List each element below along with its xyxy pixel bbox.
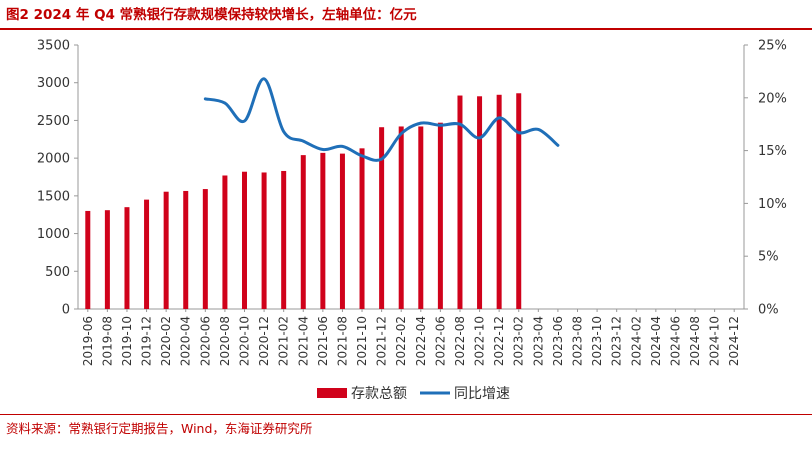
bar (242, 171, 247, 309)
bar (222, 175, 228, 309)
left-y-tick-label: 0 (62, 303, 70, 318)
bar (320, 152, 326, 309)
x-tick-label: 2021-12 (375, 316, 389, 366)
x-tick-label: 2019-10 (120, 316, 134, 366)
left-y-tick-label: 1000 (37, 227, 70, 242)
chart-area: 0 500 1000 1500 2000 2500 3000 3500 0% 5% 10% 15% 20… (37, 39, 787, 403)
bar (144, 199, 150, 309)
left-y-tick-label: 3000 (37, 76, 70, 91)
x-tick-label: 2023-02 (512, 316, 526, 366)
bar (183, 190, 189, 309)
x-tick-label: 2023-06 (551, 316, 565, 366)
x-tick-label: 2022-02 (394, 316, 408, 366)
x-tick-label: 2020-10 (238, 316, 252, 366)
x-tick-label: 2020-04 (179, 316, 193, 366)
x-tick-label: 2024-10 (708, 316, 722, 366)
x-tick-label: 2020-12 (257, 316, 271, 366)
bar (163, 191, 169, 309)
source-note: 资料来源：常熟银行定期报告，Wind，东海证券研究所 (6, 421, 313, 436)
x-tick-label: 2023-12 (610, 316, 624, 366)
x-tick-label: 2020-06 (198, 316, 212, 366)
x-tick-label: 2022-04 (414, 316, 428, 366)
legend-bar-swatch (317, 388, 347, 398)
chart-title: 图2 2024 年 Q4 常熟银行存款规模保持较快增长，左轴单位：亿元 (6, 7, 417, 23)
x-tick-label: 2024-02 (629, 316, 643, 366)
left-y-tick-label: 500 (45, 265, 70, 280)
left-y-tick-label: 1500 (37, 189, 70, 204)
x-tick-label: 2021-02 (277, 316, 291, 366)
legend: 存款总额 同比增速 (317, 386, 510, 402)
growth-line (203, 77, 560, 162)
bar (104, 210, 110, 309)
source-divider (0, 414, 812, 415)
x-tick-labels: 2019-06 2019-08 2019-10 2019-12 2020-02 2020-… (81, 309, 741, 366)
bar (477, 96, 483, 309)
bar (437, 122, 443, 309)
x-tick-label: 2024-06 (668, 316, 682, 366)
legend-line-label: 同比增速 (454, 386, 510, 402)
x-tick-label: 2019-08 (100, 316, 114, 366)
line-series (203, 77, 560, 162)
x-tick-label: 2021-08 (335, 316, 349, 366)
bar (516, 93, 522, 309)
bar (496, 94, 502, 309)
right-y-tick-label: 0% (758, 303, 779, 318)
x-tick-label: 2023-08 (571, 316, 585, 366)
bar-series (85, 93, 522, 310)
x-tick-label: 2023-10 (590, 316, 604, 366)
x-tick-label: 2022-10 (473, 316, 487, 366)
x-tick-label: 2020-02 (159, 316, 173, 366)
left-y-tick-label: 3500 (37, 39, 70, 54)
x-tick-label: 2020-08 (218, 316, 232, 366)
x-tick-label: 2019-12 (140, 316, 154, 366)
bar (359, 148, 365, 309)
x-tick-label: 2024-04 (649, 316, 663, 366)
bar (281, 170, 287, 309)
right-y-tick-label: 25% (758, 39, 787, 54)
x-tick-label: 2021-04 (296, 316, 310, 366)
axes: 0 500 1000 1500 2000 2500 3000 3500 0% 5% 10% 15% 20… (37, 39, 787, 318)
x-tick-label: 2021-06 (316, 316, 330, 366)
bar (457, 95, 463, 309)
legend-bar-label: 存款总额 (351, 386, 407, 402)
x-tick-label: 2022-12 (492, 316, 506, 366)
left-y-tick-label: 2000 (37, 152, 70, 167)
right-y-tick-label: 5% (758, 250, 779, 265)
bar (379, 127, 385, 310)
right-y-tick-label: 20% (758, 91, 787, 106)
right-y-tick-label: 10% (758, 197, 787, 212)
bar (398, 126, 404, 309)
x-tick-label: 2022-06 (433, 316, 447, 366)
bar (85, 210, 91, 309)
bar (418, 126, 424, 309)
x-tick-label: 2023-04 (531, 316, 545, 366)
x-tick-label: 2024-08 (688, 316, 702, 366)
bar (124, 207, 130, 309)
x-tick-label: 2024-12 (727, 316, 741, 366)
x-tick-label: 2022-08 (453, 316, 467, 366)
bar (339, 153, 345, 309)
x-tick-label: 2021-10 (355, 316, 369, 366)
bar (261, 172, 267, 309)
bar (202, 189, 208, 309)
x-tick-label: 2019-06 (81, 316, 95, 366)
title-divider (0, 28, 812, 30)
right-y-tick-label: 15% (758, 144, 787, 159)
bar (300, 155, 306, 309)
left-y-tick-label: 2500 (37, 114, 70, 129)
